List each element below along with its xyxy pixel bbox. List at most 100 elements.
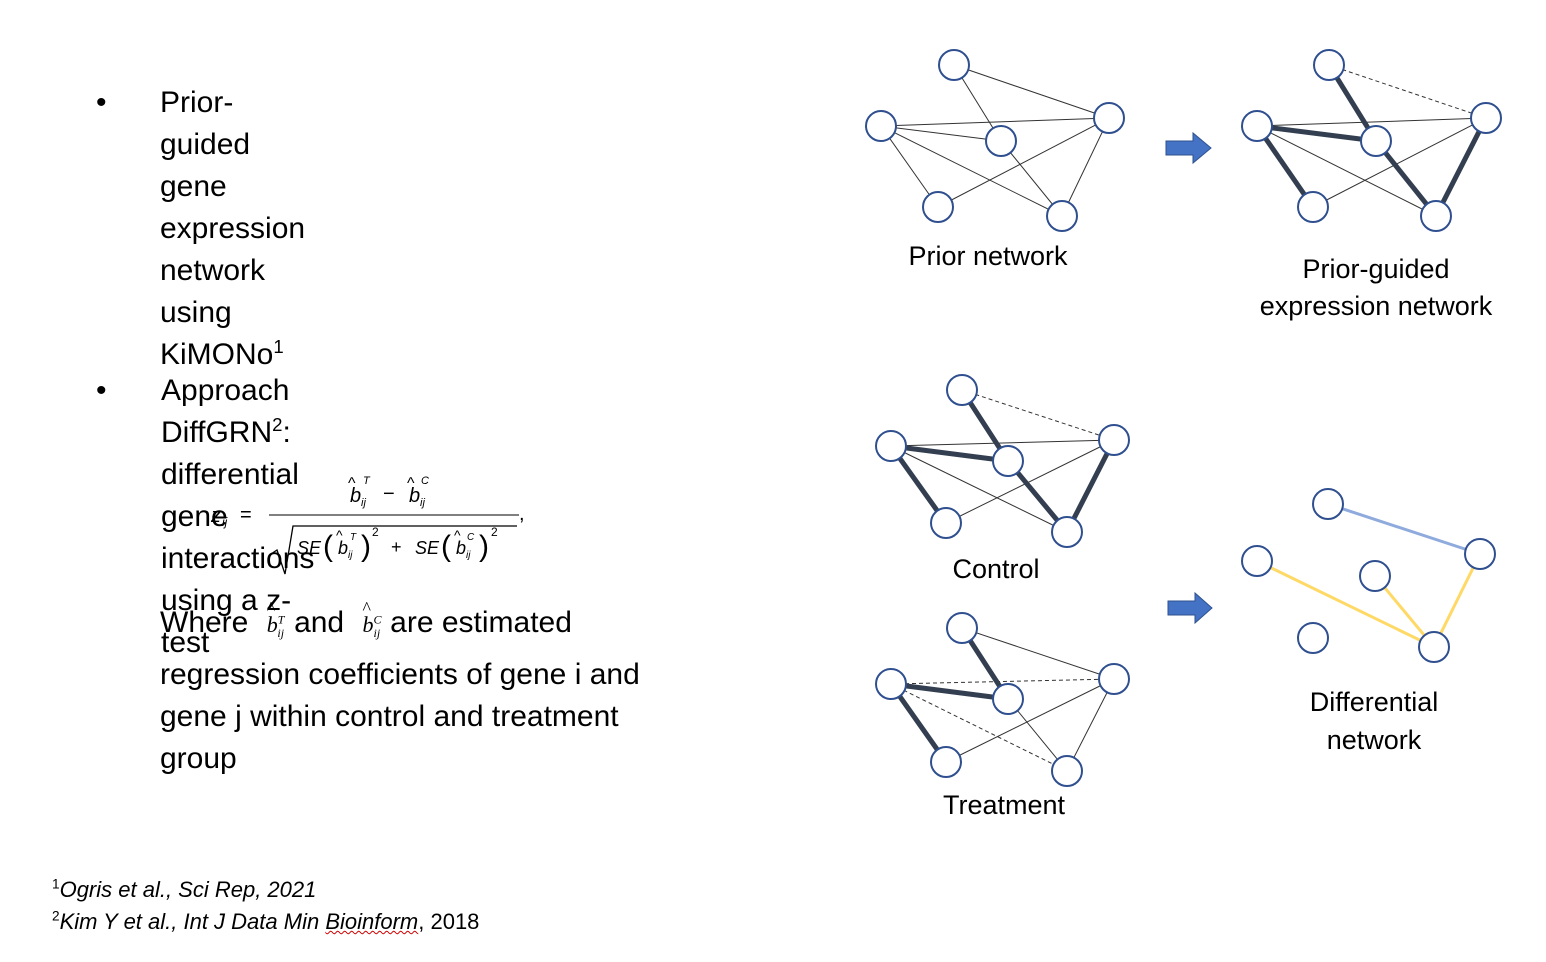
formula-lhs: z [210,505,221,527]
formula-hat: ^ [348,475,356,492]
formula-num-left: b [350,485,361,507]
coef-sup: C [373,612,382,627]
network-node [875,430,907,462]
svg-text:): ) [479,530,489,563]
network-node [1470,102,1502,134]
coef-sup: T [277,612,285,627]
reference-item: 2Kim Y et al., Int J Data Min Bioinform,… [52,906,479,938]
treatment-nodes [875,612,1130,787]
footnote-marker: 1 [273,336,284,357]
bullet-line-text: network using KiMONo [160,254,274,371]
network-node [930,507,962,539]
network-node [985,125,1017,157]
reference-text: Bioinform [325,909,419,934]
network-node [1241,545,1273,577]
svg-text:^: ^ [454,527,461,543]
differential-label-line1: Differential [1310,687,1439,717]
svg-text:b: b [338,538,348,558]
svg-text:(: ( [441,530,451,563]
formula-square: 2 [491,525,498,539]
footnote-marker: 2 [272,414,283,435]
bullet-line-text: Approach DiffGRN [161,374,290,449]
network-node [1360,125,1392,157]
network-node [992,445,1024,477]
network-node [1464,538,1496,570]
where-text: and [294,606,345,639]
network-node [1420,200,1452,232]
network-node [1359,560,1391,592]
coefficient-treatment: ^ bTij [266,598,285,641]
network-node [1098,424,1130,456]
network-node [922,191,954,223]
network-node [992,683,1024,715]
prior-nodes [865,49,1125,232]
formula-se2-sub: ij [466,550,471,561]
coef-sub: ij [373,626,381,641]
formula-se1: SE [297,538,322,558]
network-node [938,49,970,81]
bullet-line: Prior-guided gene expression [160,86,306,245]
formula-se2: SE [415,538,440,558]
network-node [946,374,978,406]
formula-num-left-sup: T [363,475,371,487]
coef-sub: ij [277,626,285,641]
where-text: are estimated regression coefficients of… [160,606,640,776]
formula-num-right-sup: C [421,475,429,487]
network-node [930,746,962,778]
network-node [1297,622,1329,654]
bullet-marker: • [96,86,107,119]
network-node [1312,488,1344,520]
bullet-line: network using KiMONo1 [160,250,305,376]
reference-text: Ogris et al., Sci Rep, 2021 [59,877,317,902]
references: 1Ogris et al., Sci Rep, 2021 2Kim Y et a… [52,874,479,938]
reference-text: Kim Y et al., Int J Data Min [59,909,326,934]
network-node [1241,110,1273,142]
formula-hat: ^ [407,475,415,492]
network-node [1051,516,1083,548]
formula-num-left-sub: ij [361,497,366,509]
arrow-right-icon [1165,131,1212,165]
coefficient-explanation: Where ^ bTij and ^ bCij are estimated regres… [160,598,700,780]
prior-guided-label-line2: expression network [1260,291,1493,321]
control-label: Control [952,554,1039,584]
coef-letter: b [266,612,278,637]
coefficient-control: ^ bCij [362,598,382,641]
formula-lhs-sub: ij [222,515,228,529]
bullet-line: Approach DiffGRN2: differential gene [161,370,314,538]
svg-text:^: ^ [336,527,343,543]
formula-square: 2 [372,525,379,539]
treatment-label: Treatment [943,790,1066,820]
z-test-formula: z ij = ^ b T ij − ^ b C ij SE ( ^ b T ij… [210,475,525,575]
network-node [1418,631,1450,663]
formula-comma: , [519,503,525,525]
differential-nodes [1241,488,1496,663]
reference-number: 1 [52,876,60,892]
formula-minus: − [383,483,395,505]
network-node [1093,102,1125,134]
network-node [1297,191,1329,223]
network-node [946,612,978,644]
formula-equals: = [240,504,252,526]
bullet-marker: • [96,374,107,407]
network-node [1313,49,1345,81]
reference-item: 1Ogris et al., Sci Rep, 2021 [52,874,479,906]
coef-letter: b [362,612,374,637]
formula-num-right: b [409,485,420,507]
prior-guided-nodes [1241,49,1502,232]
prior-network [880,64,1110,217]
formula-se1-sub: ij [348,550,353,561]
sqrt-sign [270,525,517,575]
formula-se2-sup: C [467,532,475,543]
formula-num-right-sub: ij [420,497,425,509]
arrow-right-icon [1167,591,1213,625]
differential-label-line2: network [1327,725,1422,755]
control-nodes [875,374,1130,548]
formula-se1-sup: T [350,532,357,543]
network-node [1051,755,1083,787]
network-node [1046,200,1078,232]
prior-network-label: Prior network [908,241,1068,271]
svg-text:): ) [361,530,371,563]
svg-text:(: ( [323,530,333,563]
reference-number: 2 [52,908,60,924]
